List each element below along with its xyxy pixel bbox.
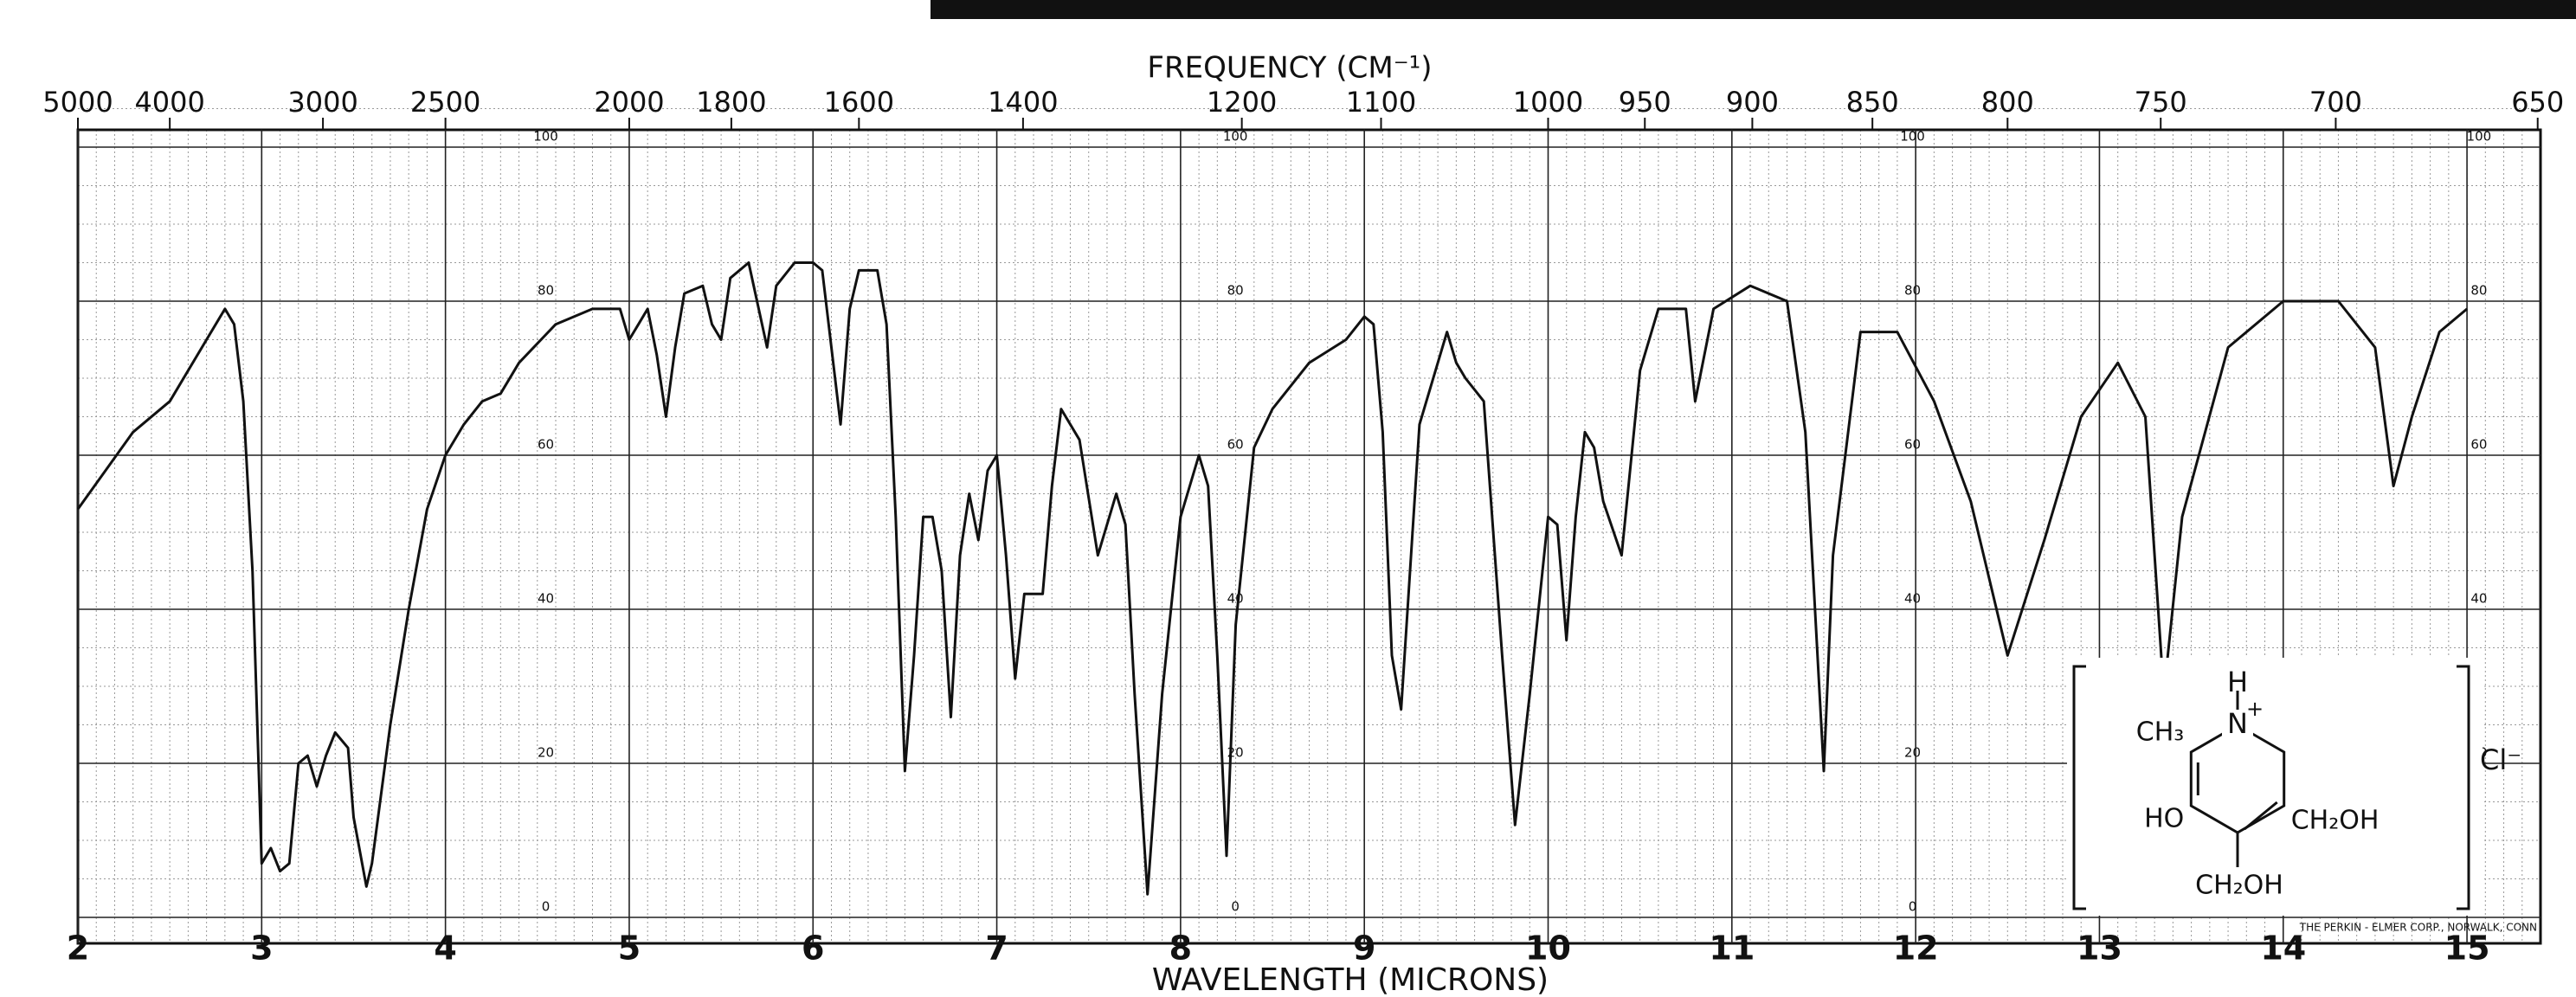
hydroxyl: HO [2144,804,2184,834]
x-tick-label: 15 [2444,929,2490,968]
hydroxymethyl-bottom: CH₂OH [2195,871,2283,901]
top-tick-label: 750 [2135,86,2187,119]
top-tick-label: 4000 [134,86,204,119]
top-tick-label: 900 [1726,86,1779,119]
structure: N+H CH₃ HO CH₂OH CH₂OH Cl⁻ THE PERKIN - ELMER … [2067,658,2537,934]
top-tick-label: 1100 [1346,86,1416,119]
y-tick-label: 80 [1227,283,1244,299]
bracket-right [2457,665,2470,910]
top-axis-title: FREQUENCY (CM⁻¹) [1147,51,1432,86]
y-tick-label: 100 [533,129,558,145]
y-tick-label: 100 [1223,129,1248,145]
y-tick-label: 60 [538,437,554,453]
y-tick-label: 100 [2467,129,2492,145]
y-tick-label: 60 [2470,437,2487,453]
x-tick-label: 8 [1169,929,1192,968]
y-tick-label: 80 [1904,283,1921,299]
top-tick-label: 950 [1619,86,1671,119]
bond [2244,801,2278,831]
structure-bg [2067,658,2483,916]
atom-h: H [2227,666,2248,698]
hydroxymethyl-right: CH₂OH [2291,806,2380,836]
bracket-left [2072,665,2086,910]
y-tick-label: 60 [1904,437,1921,453]
atom-n: N [2227,707,2248,740]
top-tick-label: 2000 [594,86,664,119]
y-tick-label: 0 [1909,899,1917,915]
header-bar [931,0,2576,19]
y-tick-label: 100 [1900,129,1925,145]
top-tick-label: 2500 [410,86,480,119]
y-tick-label: 40 [1904,591,1921,607]
anion: Cl⁻ [2480,743,2521,776]
x-tick-label: 13 [2077,929,2122,968]
top-tick-label: 5000 [42,86,113,119]
y-tick-label: 0 [542,899,551,915]
top-tick-label: 850 [1846,86,1899,119]
x-tick-label: 11 [1709,929,1755,968]
top-tick-label: 1600 [824,86,894,119]
y-tick-label: 20 [1904,745,1921,761]
top-tick-label: 1200 [1207,86,1277,119]
y-tick-label: 80 [2470,283,2487,299]
y-tick-label: 60 [1227,437,1244,453]
y-tick-label: 80 [538,283,554,299]
x-tick-label: 9 [1353,929,1375,968]
x-tick-label: 10 [1525,929,1571,968]
x-tick-label: 3 [250,929,273,968]
y-tick-label: 40 [1227,591,1244,607]
x-tick-label: 6 [802,929,824,968]
top-tick-label: 1400 [988,86,1058,119]
top-tick-label: 1000 [1513,86,1583,119]
x-tick-label: 4 [434,929,456,968]
x-tick-label: 5 [618,929,641,968]
y-tick-label: 20 [538,745,554,761]
methyl: CH₃ [2136,717,2185,748]
y-tick-label: 40 [2470,591,2487,607]
top-tick-label: 700 [2309,86,2362,119]
x-tick-label: 2 [67,929,89,968]
credit: THE PERKIN - ELMER CORP., NORWALK, CONN [2299,922,2537,934]
charge: + [2246,697,2264,721]
x-tick-label: 7 [985,929,1008,968]
top-tick-label: 800 [1981,86,2034,119]
x-axis-title: WAVELENGTH (MICRONS) [1152,962,1549,997]
top-tick-label: 1800 [696,86,766,119]
top-tick-label: 3000 [287,86,357,119]
y-tick-label: 40 [538,591,554,607]
x-tick-label: 12 [1893,929,1939,968]
x-tick-label: 14 [2260,929,2306,968]
y-tick-label: 0 [1231,899,1240,915]
top-tick-label: 650 [2511,86,2564,119]
n-bg [2222,710,2253,741]
spectrum-line [76,261,2469,896]
